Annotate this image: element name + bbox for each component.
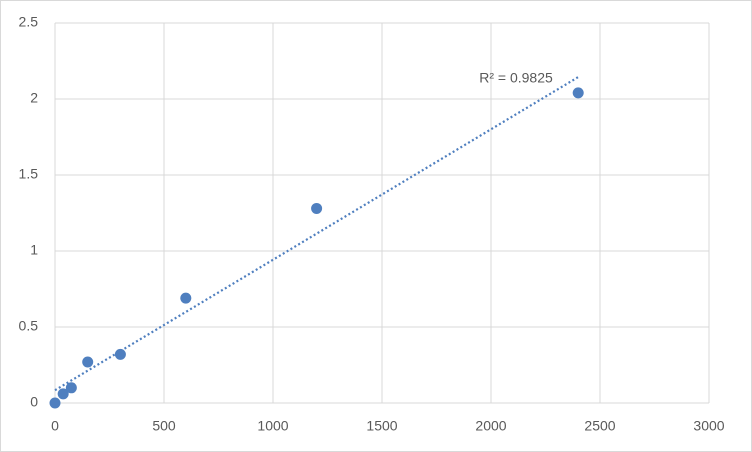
x-tick-label: 3000 bbox=[693, 418, 724, 434]
data-point bbox=[572, 87, 584, 99]
r-squared-label: R² = 0.9825 bbox=[479, 70, 553, 86]
data-point bbox=[65, 382, 77, 394]
data-point bbox=[114, 348, 126, 360]
y-tick-label: 2 bbox=[30, 90, 38, 106]
data-point bbox=[311, 202, 323, 214]
y-tick-label: 1 bbox=[30, 242, 38, 258]
y-tick-label: 1.5 bbox=[19, 166, 39, 182]
y-tick-label: 0.5 bbox=[19, 318, 39, 334]
data-point bbox=[49, 397, 61, 409]
data-point bbox=[82, 356, 94, 368]
x-tick-label: 500 bbox=[152, 418, 176, 434]
y-tick-label: 0 bbox=[30, 394, 38, 410]
x-tick-label: 0 bbox=[51, 418, 59, 434]
x-tick-label: 2000 bbox=[475, 418, 506, 434]
data-point bbox=[57, 388, 69, 400]
x-tick-label: 1000 bbox=[257, 418, 288, 434]
x-tick-label: 2500 bbox=[584, 418, 615, 434]
data-point bbox=[180, 292, 192, 304]
x-tick-label: 1500 bbox=[366, 418, 397, 434]
y-tick-label: 2.5 bbox=[19, 14, 39, 30]
